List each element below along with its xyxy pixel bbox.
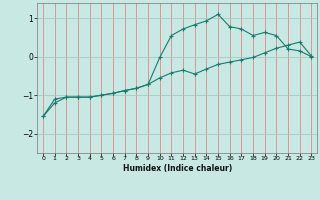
X-axis label: Humidex (Indice chaleur): Humidex (Indice chaleur)	[123, 164, 232, 173]
